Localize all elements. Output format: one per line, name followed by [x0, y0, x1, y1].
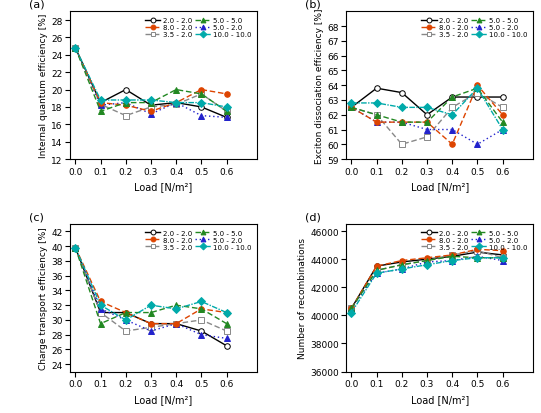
X-axis label: Load [N/m²]: Load [N/m²]: [135, 394, 193, 404]
X-axis label: Load [N/m²]: Load [N/m²]: [135, 182, 193, 192]
Y-axis label: Exciton dissociation efficiency [%]: Exciton dissociation efficiency [%]: [315, 8, 325, 164]
Text: (d): (d): [305, 211, 321, 221]
X-axis label: Load [N/m²]: Load [N/m²]: [411, 394, 469, 404]
Text: (b): (b): [305, 0, 321, 9]
Legend: 2.0 - 2.0, 8.0 - 2.0, 3.5 - 2.0, 5.0 - 5.0, 5.0 - 2.0, 10.0 - 10.0: 2.0 - 2.0, 8.0 - 2.0, 3.5 - 2.0, 5.0 - 5…: [419, 16, 530, 40]
Y-axis label: Charge transport efficiency [%]: Charge transport efficiency [%]: [39, 227, 48, 369]
Text: (c): (c): [29, 211, 44, 221]
Text: (a): (a): [29, 0, 45, 9]
X-axis label: Load [N/m²]: Load [N/m²]: [411, 182, 469, 192]
Y-axis label: Internal quantum efficiency [%]: Internal quantum efficiency [%]: [39, 14, 48, 158]
Legend: 2.0 - 2.0, 8.0 - 2.0, 3.5 - 2.0, 5.0 - 5.0, 5.0 - 2.0, 10.0 - 10.0: 2.0 - 2.0, 8.0 - 2.0, 3.5 - 2.0, 5.0 - 5…: [143, 228, 253, 252]
Y-axis label: Number of recombinations: Number of recombinations: [298, 238, 307, 358]
Legend: 2.0 - 2.0, 8.0 - 2.0, 3.5 - 2.0, 5.0 - 5.0, 5.0 - 2.0, 10.0 - 10.0: 2.0 - 2.0, 8.0 - 2.0, 3.5 - 2.0, 5.0 - 5…: [419, 228, 530, 252]
Legend: 2.0 - 2.0, 8.0 - 2.0, 3.5 - 2.0, 5.0 - 5.0, 5.0 - 2.0, 10.0 - 10.0: 2.0 - 2.0, 8.0 - 2.0, 3.5 - 2.0, 5.0 - 5…: [143, 16, 253, 40]
